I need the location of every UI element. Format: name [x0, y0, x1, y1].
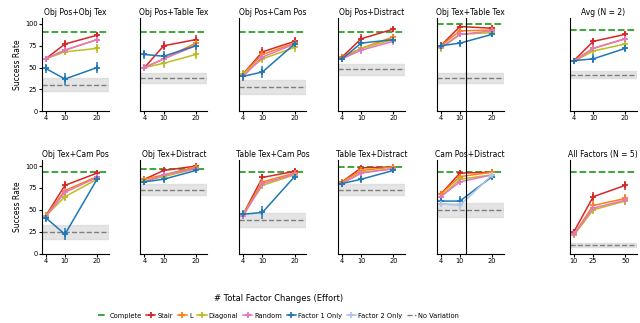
Title: Table Tex+Cam Pos: Table Tex+Cam Pos [236, 150, 310, 159]
Y-axis label: Success Rate: Success Rate [13, 182, 22, 232]
Title: Obj Tex+Distract: Obj Tex+Distract [141, 150, 206, 159]
Bar [239, 80, 306, 94]
Bar [338, 184, 405, 195]
Bar [338, 64, 405, 75]
Bar [436, 203, 504, 217]
Bar [570, 243, 637, 246]
Title: Obj Pos+Cam Pos: Obj Pos+Cam Pos [239, 8, 307, 17]
Bar [140, 73, 207, 83]
Bar [140, 184, 207, 195]
Title: Cam Pos+Distract: Cam Pos+Distract [435, 150, 505, 159]
Text: # Total Factor Changes (Effort): # Total Factor Changes (Effort) [214, 294, 343, 303]
Title: Obj Tex+Cam Pos: Obj Tex+Cam Pos [42, 150, 109, 159]
Title: Obj Tex+Table Tex: Obj Tex+Table Tex [436, 8, 504, 17]
Title: Table Tex+Distract: Table Tex+Distract [335, 150, 407, 159]
Bar [239, 213, 306, 227]
Title: All Factors (N = 5): All Factors (N = 5) [568, 150, 638, 159]
Y-axis label: Success Rate: Success Rate [13, 39, 22, 90]
Title: Avg (N = 2): Avg (N = 2) [581, 8, 625, 17]
Bar [570, 71, 637, 78]
Title: Obj Pos+Table Tex: Obj Pos+Table Tex [139, 8, 209, 17]
Bar [42, 78, 109, 91]
Legend: Complete, Stair, L, Diagonal, Random, Factor 1 Only, Factor 2 Only, No Variation: Complete, Stair, L, Diagonal, Random, Fa… [95, 310, 461, 321]
Bar [42, 225, 109, 239]
Title: Obj Pos+Obj Tex: Obj Pos+Obj Tex [44, 8, 106, 17]
Title: Obj Pos+Distract: Obj Pos+Distract [339, 8, 404, 17]
Bar [436, 73, 504, 83]
